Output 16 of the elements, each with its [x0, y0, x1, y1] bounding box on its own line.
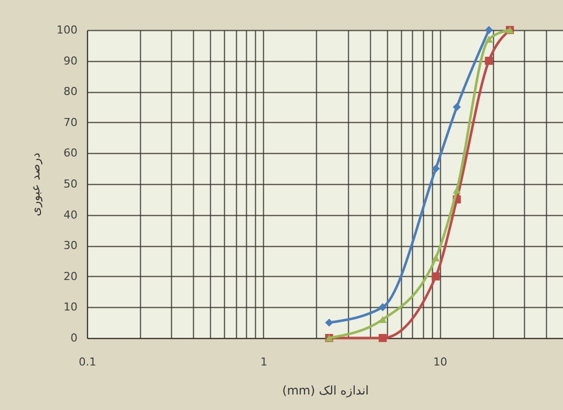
y-tick-label: 100 — [56, 24, 78, 36]
y-tick-label: 90 — [64, 54, 78, 68]
y-tick-label: 0 — [70, 332, 78, 344]
y-tick-label: 40 — [64, 208, 78, 222]
x-tick-label: 1 — [260, 356, 268, 368]
x-axis-title: اندازه الک (mm) — [282, 384, 369, 398]
y-tick-label: 80 — [64, 85, 78, 98]
y-axis-title: درصد عبوری — [28, 152, 43, 216]
x-tick-label: 0.1 — [78, 356, 96, 368]
y-tick-label: 20 — [64, 270, 78, 283]
y-tick-label: 50 — [64, 178, 78, 190]
x-tick-label: 10 — [433, 356, 448, 368]
y-tick-label: 70 — [64, 116, 78, 129]
y-tick-label: 60 — [64, 146, 78, 160]
y-tick-label: 10 — [64, 300, 78, 314]
y-tick-label: 30 — [64, 239, 78, 252]
